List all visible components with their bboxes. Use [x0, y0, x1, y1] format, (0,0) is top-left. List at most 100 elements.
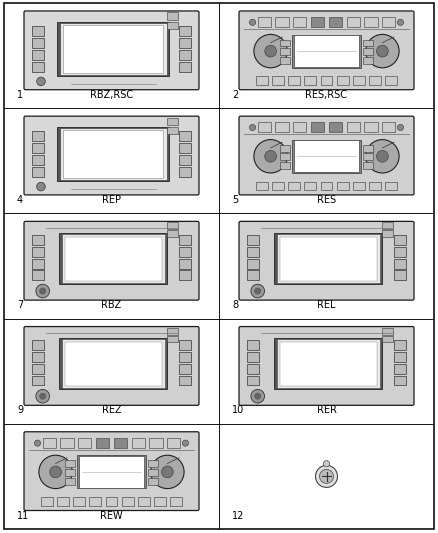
Text: REL: REL [317, 300, 336, 310]
Bar [32, 62, 43, 72]
Bar [369, 182, 381, 190]
Text: 4: 4 [17, 195, 23, 205]
Bar [32, 247, 43, 257]
Bar [280, 154, 290, 160]
Bar [304, 182, 316, 190]
Bar [395, 270, 406, 280]
Text: 10: 10 [232, 406, 244, 415]
Bar [114, 438, 127, 448]
Bar [32, 364, 43, 374]
Text: RES,RSC: RES,RSC [305, 90, 347, 100]
Bar [272, 76, 284, 85]
Bar [32, 341, 43, 350]
Bar [32, 26, 43, 36]
Text: RBZ: RBZ [101, 300, 122, 310]
Bar [180, 247, 191, 257]
Bar [62, 234, 165, 282]
Circle shape [397, 124, 403, 131]
Bar [321, 76, 332, 85]
Bar [346, 17, 360, 27]
Bar [65, 342, 162, 386]
Bar [32, 131, 43, 141]
Bar [65, 478, 74, 484]
Bar [293, 122, 306, 132]
Text: 9: 9 [17, 406, 23, 415]
Bar [65, 461, 74, 467]
Bar [106, 497, 117, 506]
Bar [272, 182, 284, 190]
Circle shape [319, 470, 333, 483]
Bar [381, 230, 393, 237]
Bar [364, 57, 373, 64]
FancyBboxPatch shape [24, 221, 199, 300]
Bar [59, 233, 167, 284]
Bar [280, 39, 290, 46]
Bar [148, 478, 158, 484]
Bar [280, 162, 290, 169]
Bar [247, 376, 258, 385]
Bar [311, 17, 324, 27]
Bar [304, 76, 316, 85]
Bar [276, 122, 289, 132]
Bar [62, 340, 165, 388]
Bar [96, 438, 109, 448]
Bar [292, 35, 361, 68]
Bar [277, 234, 380, 282]
Text: REW: REW [100, 511, 123, 521]
Circle shape [36, 390, 49, 403]
Bar [256, 76, 268, 85]
Bar [132, 438, 145, 448]
Bar [280, 237, 377, 281]
Bar [364, 154, 373, 160]
Bar [288, 76, 300, 85]
Bar [59, 338, 167, 389]
Bar [395, 341, 406, 350]
FancyBboxPatch shape [239, 11, 414, 90]
Bar [256, 182, 268, 190]
Circle shape [35, 440, 41, 446]
Circle shape [251, 390, 265, 403]
Circle shape [151, 455, 184, 489]
Bar [32, 50, 43, 60]
Bar [294, 35, 359, 67]
Text: 11: 11 [17, 511, 29, 521]
Bar [247, 247, 258, 257]
Bar [65, 469, 74, 476]
Bar [180, 270, 191, 280]
Circle shape [162, 466, 173, 478]
Bar [382, 17, 396, 27]
Bar [247, 352, 258, 362]
Bar [32, 352, 43, 362]
Circle shape [250, 19, 256, 26]
Circle shape [265, 45, 276, 57]
Circle shape [315, 465, 338, 487]
Circle shape [366, 140, 399, 173]
Bar [78, 438, 92, 448]
Bar [364, 39, 373, 46]
Text: 7: 7 [17, 300, 23, 310]
Bar [353, 76, 365, 85]
Bar [337, 182, 349, 190]
Bar [364, 17, 378, 27]
Text: 1: 1 [17, 90, 23, 100]
Bar [170, 497, 182, 506]
Bar [247, 270, 258, 280]
Bar [280, 57, 290, 64]
Bar [385, 182, 397, 190]
Bar [280, 342, 377, 386]
Bar [32, 155, 43, 165]
Bar [166, 118, 178, 125]
Bar [288, 182, 300, 190]
Bar [32, 376, 43, 385]
Bar [42, 438, 56, 448]
Bar [180, 259, 191, 269]
Bar [57, 497, 69, 506]
Circle shape [250, 124, 256, 131]
Bar [73, 497, 85, 506]
Bar [381, 336, 393, 343]
Bar [395, 376, 406, 385]
Bar [60, 23, 166, 75]
Bar [395, 352, 406, 362]
Circle shape [39, 393, 46, 399]
Bar [32, 143, 43, 153]
